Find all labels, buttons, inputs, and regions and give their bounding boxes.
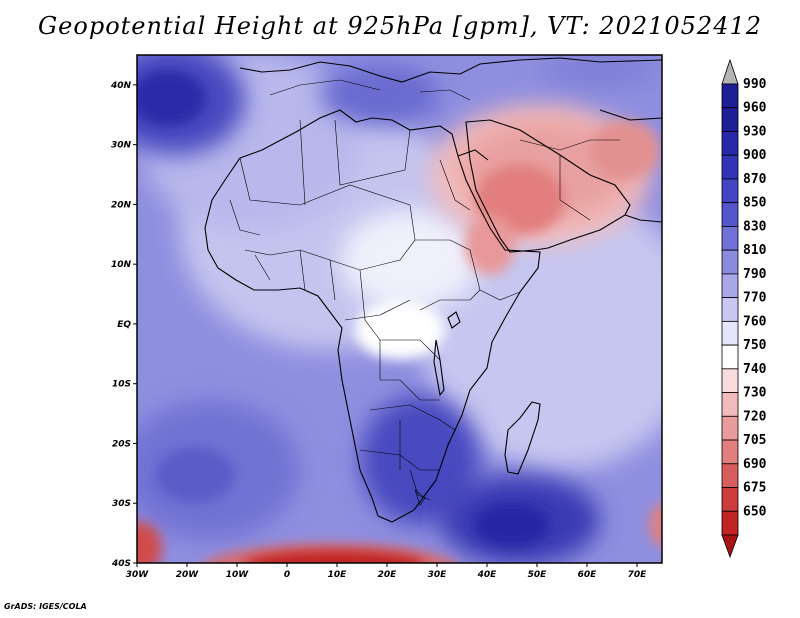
colorbar-swatch: [721, 178, 739, 204]
colorbar-label: 690: [743, 457, 767, 472]
colorbar-label: 900: [743, 148, 767, 163]
latitude-axis: 40N 30N 20N 10N EQ 10S 20S 30S 40S: [110, 81, 137, 569]
colorbar: 990 960 930 900 870 850 830 810 790 770 760 750 740 7…: [721, 58, 767, 559]
map-plot: [137, 55, 662, 563]
colorbar-label: 650: [743, 504, 767, 519]
lon-tick-label: 30E: [428, 570, 448, 580]
lon-tick-label: 50E: [528, 570, 548, 580]
colorbar-label: 705: [743, 433, 766, 448]
lat-tick-label: 20N: [111, 200, 132, 210]
lat-tick-label: 10N: [111, 260, 132, 270]
colorbar-bottom-arrow: [721, 534, 739, 559]
colorbar-swatch: [721, 107, 739, 132]
plot-frame: [136, 54, 663, 564]
colorbar-swatch: [721, 463, 739, 488]
colorbar-swatch: [721, 226, 739, 251]
lon-tick-label: 10E: [328, 570, 348, 580]
colorbar-swatch: [721, 297, 739, 322]
colorbar-swatch: [721, 249, 739, 275]
colorbar-label: 850: [743, 196, 767, 211]
lon-tick-label: 70E: [628, 570, 648, 580]
colorbar-swatch: [721, 439, 739, 465]
lat-tick-label: 40N: [110, 81, 132, 91]
colorbar-swatch: [721, 83, 739, 109]
lat-tick-label: 20S: [112, 439, 131, 449]
colorbar-swatch: [721, 273, 739, 299]
lon-tick-label: 0: [284, 570, 290, 580]
lon-tick-label: 30W: [126, 570, 150, 580]
longitude-axis: 30W 20W 10W 0 10E 20E 30E 40E 50E 60E 70E: [126, 563, 647, 580]
colorbar-label: 760: [743, 314, 767, 329]
grads-credit: GrADS: IGES/COLA: [4, 602, 87, 611]
colorbar-label: 830: [743, 219, 767, 234]
lon-tick-label: 20E: [378, 570, 398, 580]
lat-tick-label: 10S: [112, 380, 131, 390]
colorbar-top-arrow: [721, 58, 739, 85]
colorbar-label: 810: [743, 243, 767, 258]
colorbar-label: 870: [743, 172, 767, 187]
colorbar-label: 930: [743, 124, 767, 139]
country-borders: [229, 79, 620, 506]
colorbar-swatch: [721, 392, 739, 417]
colorbar-swatch: [721, 510, 739, 536]
colorbar-swatch: [721, 131, 739, 156]
lon-tick-label: 60E: [578, 570, 598, 580]
colorbar-label: 960: [743, 101, 767, 116]
colorbar-swatch: [721, 202, 739, 227]
colorbar-label: 990: [743, 77, 767, 92]
lat-tick-label: 40S: [111, 559, 131, 569]
colorbar-swatch: [721, 154, 739, 180]
colorbar-swatch: [721, 487, 739, 512]
lon-tick-label: 10W: [226, 570, 250, 580]
lon-tick-label: 40E: [477, 570, 498, 580]
lat-tick-label: EQ: [117, 320, 131, 330]
colorbar-swatch: [721, 415, 739, 441]
coastlines: [204, 57, 662, 523]
colorbar-label: 790: [743, 267, 767, 282]
colorbar-label: 675: [743, 481, 766, 496]
lon-tick-label: 20W: [176, 570, 200, 580]
colorbar-label: 750: [743, 338, 767, 353]
lat-tick-label: 30N: [111, 141, 132, 151]
map-title: Geopotential Height at 925hPa [gpm], VT:…: [38, 12, 762, 40]
lat-tick-label: 30S: [112, 499, 131, 509]
colorbar-swatch: [721, 320, 739, 346]
colorbar-swatch: [721, 368, 739, 393]
colorbar-label: 730: [743, 386, 767, 401]
colorbar-label: 720: [743, 409, 767, 424]
colorbar-label: 740: [743, 362, 767, 377]
colorbar-swatch: [721, 344, 739, 370]
colorbar-label: 770: [743, 291, 767, 306]
